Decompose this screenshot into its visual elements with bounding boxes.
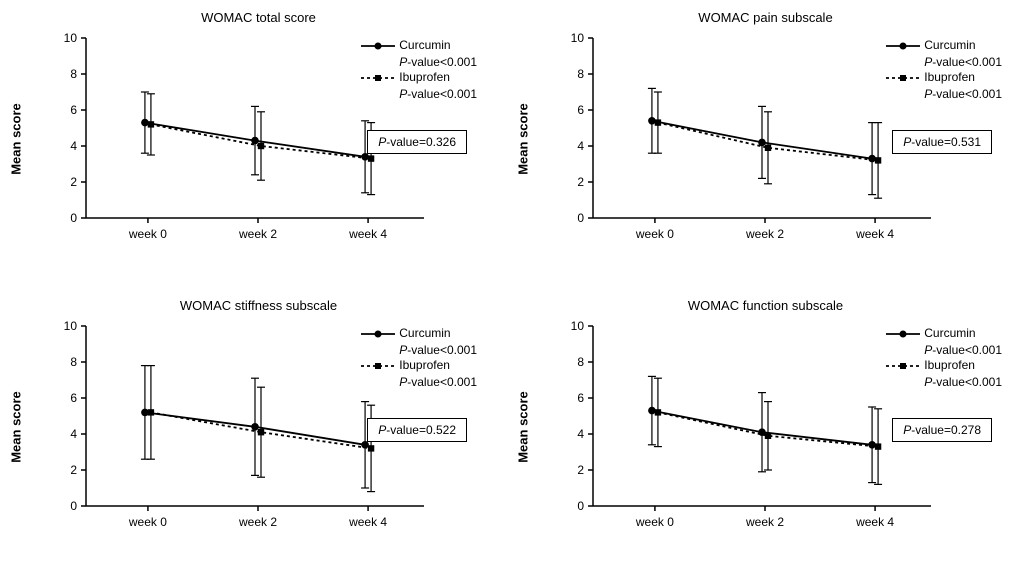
panel-title: WOMAC total score bbox=[20, 10, 497, 25]
svg-text:8: 8 bbox=[577, 355, 584, 369]
y-axis-label: Mean score bbox=[9, 103, 24, 175]
svg-text:week 0: week 0 bbox=[635, 227, 674, 241]
legend: CurcuminP-value<0.001IbuprofenP-value<0.… bbox=[886, 38, 1002, 102]
legend-row: Curcumin bbox=[886, 38, 1002, 53]
legend-series-label: Curcumin bbox=[924, 38, 975, 53]
legend-sample-icon bbox=[361, 41, 395, 51]
svg-text:2: 2 bbox=[577, 175, 584, 189]
y-axis-label: Mean score bbox=[9, 391, 24, 463]
svg-text:4: 4 bbox=[577, 427, 584, 441]
svg-text:week 0: week 0 bbox=[128, 227, 167, 241]
svg-text:6: 6 bbox=[577, 391, 584, 405]
svg-text:10: 10 bbox=[571, 319, 585, 333]
legend-sample-icon bbox=[886, 73, 920, 83]
svg-text:10: 10 bbox=[64, 31, 78, 45]
svg-text:week 2: week 2 bbox=[745, 227, 784, 241]
legend-row: Ibuprofen bbox=[886, 70, 1002, 85]
svg-text:week 4: week 4 bbox=[855, 227, 894, 241]
legend-series-pvalue: P-value<0.001 bbox=[924, 87, 1002, 102]
legend-row: Ibuprofen bbox=[361, 358, 477, 373]
legend-series-pvalue: P-value<0.001 bbox=[924, 375, 1002, 390]
legend-series-label: Ibuprofen bbox=[924, 70, 975, 85]
comparison-pvalue-box: P-value=0.326 bbox=[367, 130, 467, 154]
svg-text:6: 6 bbox=[577, 103, 584, 117]
y-axis-label: Mean score bbox=[516, 103, 531, 175]
panel-total: WOMAC total scoreMean score0246810week 0… bbox=[20, 10, 497, 268]
svg-text:2: 2 bbox=[70, 175, 77, 189]
panel-title: WOMAC function subscale bbox=[527, 298, 1004, 313]
legend-row: Curcumin bbox=[361, 38, 477, 53]
panel-pain: WOMAC pain subscaleMean score0246810week… bbox=[527, 10, 1004, 268]
legend-series-label: Ibuprofen bbox=[399, 70, 450, 85]
svg-text:week 0: week 0 bbox=[128, 515, 167, 529]
svg-text:4: 4 bbox=[70, 139, 77, 153]
svg-text:week 4: week 4 bbox=[348, 515, 387, 529]
svg-text:4: 4 bbox=[577, 139, 584, 153]
svg-text:8: 8 bbox=[577, 67, 584, 81]
legend-series-pvalue: P-value<0.001 bbox=[924, 55, 1002, 70]
legend-sample-icon bbox=[361, 329, 395, 339]
svg-text:10: 10 bbox=[571, 31, 585, 45]
legend-sample-icon bbox=[886, 361, 920, 371]
comparison-pvalue-box: P-value=0.522 bbox=[367, 418, 467, 442]
legend-series-label: Ibuprofen bbox=[924, 358, 975, 373]
panel-function: WOMAC function subscaleMean score0246810… bbox=[527, 298, 1004, 556]
comparison-pvalue-box: P-value=0.531 bbox=[892, 130, 992, 154]
legend-row: Ibuprofen bbox=[361, 70, 477, 85]
legend-sample-icon bbox=[361, 73, 395, 83]
legend-sample-icon bbox=[886, 329, 920, 339]
svg-text:10: 10 bbox=[64, 319, 78, 333]
panel-title: WOMAC stiffness subscale bbox=[20, 298, 497, 313]
svg-text:week 2: week 2 bbox=[238, 515, 277, 529]
legend-series-pvalue: P-value<0.001 bbox=[924, 343, 1002, 358]
legend-series-pvalue: P-value<0.001 bbox=[399, 87, 477, 102]
legend-series-pvalue: P-value<0.001 bbox=[399, 343, 477, 358]
panel-stiffness: WOMAC stiffness subscaleMean score024681… bbox=[20, 298, 497, 556]
legend-row: Curcumin bbox=[886, 326, 1002, 341]
legend-series-pvalue: P-value<0.001 bbox=[399, 55, 477, 70]
svg-text:6: 6 bbox=[70, 391, 77, 405]
legend: CurcuminP-value<0.001IbuprofenP-value<0.… bbox=[361, 38, 477, 102]
legend-series-label: Ibuprofen bbox=[399, 358, 450, 373]
svg-text:0: 0 bbox=[70, 211, 77, 225]
svg-text:0: 0 bbox=[577, 211, 584, 225]
legend: CurcuminP-value<0.001IbuprofenP-value<0.… bbox=[361, 326, 477, 390]
svg-text:2: 2 bbox=[70, 463, 77, 477]
y-axis-label: Mean score bbox=[516, 391, 531, 463]
legend-series-label: Curcumin bbox=[924, 326, 975, 341]
svg-text:week 0: week 0 bbox=[635, 515, 674, 529]
panel-title: WOMAC pain subscale bbox=[527, 10, 1004, 25]
svg-text:week 4: week 4 bbox=[348, 227, 387, 241]
legend-series-label: Curcumin bbox=[399, 326, 450, 341]
svg-text:8: 8 bbox=[70, 355, 77, 369]
svg-text:2: 2 bbox=[577, 463, 584, 477]
svg-text:week 2: week 2 bbox=[238, 227, 277, 241]
legend-row: Curcumin bbox=[361, 326, 477, 341]
svg-text:8: 8 bbox=[70, 67, 77, 81]
legend: CurcuminP-value<0.001IbuprofenP-value<0.… bbox=[886, 326, 1002, 390]
legend-row: Ibuprofen bbox=[886, 358, 1002, 373]
svg-text:week 2: week 2 bbox=[745, 515, 784, 529]
legend-sample-icon bbox=[886, 41, 920, 51]
svg-text:0: 0 bbox=[577, 499, 584, 513]
comparison-pvalue-box: P-value=0.278 bbox=[892, 418, 992, 442]
svg-text:4: 4 bbox=[70, 427, 77, 441]
legend-series-label: Curcumin bbox=[399, 38, 450, 53]
legend-sample-icon bbox=[361, 361, 395, 371]
legend-series-pvalue: P-value<0.001 bbox=[399, 375, 477, 390]
svg-text:week 4: week 4 bbox=[855, 515, 894, 529]
chart-grid: WOMAC total score Mean score 0 2 4 6 8 10 week 0… bbox=[0, 0, 1024, 576]
svg-text:6: 6 bbox=[70, 103, 77, 117]
svg-text:0: 0 bbox=[70, 499, 77, 513]
